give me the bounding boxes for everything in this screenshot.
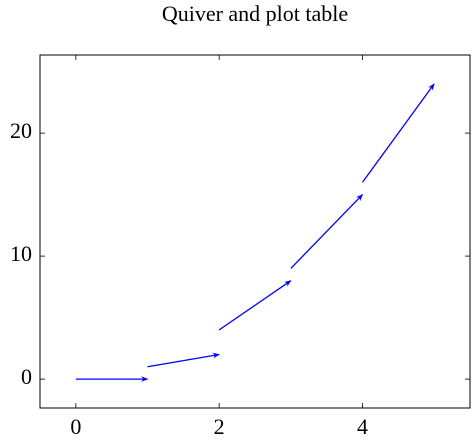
- y-tick-label: 0: [21, 364, 32, 389]
- chart-title: Quiver and plot table: [162, 1, 348, 26]
- quiver-arrow: [361, 83, 435, 183]
- plot-frame: [39, 54, 471, 409]
- x-tick-label: 4: [357, 414, 368, 439]
- y-tick-label: 20: [10, 118, 32, 143]
- x-tick-label: 0: [70, 414, 81, 439]
- quiver-arrow: [290, 194, 363, 269]
- quiver-arrow: [218, 280, 292, 331]
- x-tick-label: 2: [214, 414, 225, 439]
- y-tick-label: 10: [10, 241, 32, 266]
- quiver-arrow: [147, 352, 220, 368]
